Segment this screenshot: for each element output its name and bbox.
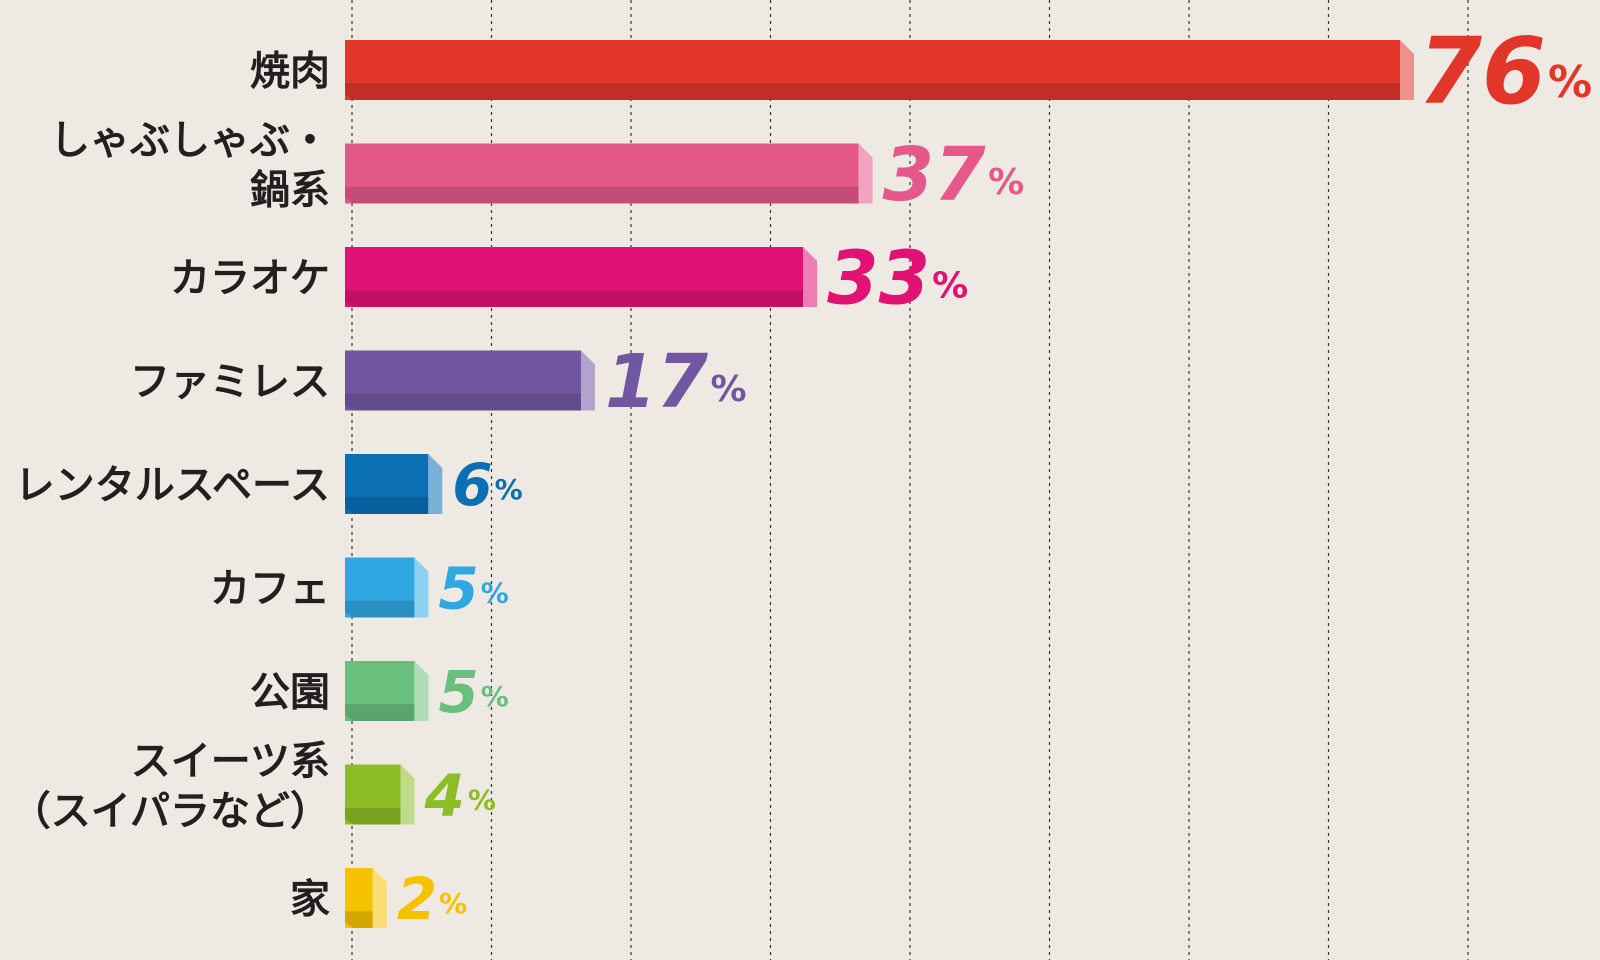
bar-bottom-shade xyxy=(345,911,373,928)
bar xyxy=(345,350,595,411)
bar xyxy=(345,143,873,204)
value-label: 33 xyxy=(827,236,930,322)
value-unit: % xyxy=(439,887,467,920)
value-label: 37 xyxy=(883,132,986,218)
bar-end-bevel xyxy=(803,247,818,307)
value-label: 2 xyxy=(397,865,437,933)
bar xyxy=(345,454,443,514)
bar-bottom-shade xyxy=(345,393,581,411)
value-unit: % xyxy=(495,473,523,506)
bar xyxy=(345,764,415,825)
bars xyxy=(345,40,1414,928)
value-unit: % xyxy=(1548,57,1592,108)
bar xyxy=(345,661,429,721)
value-labels: 76 %37 %33 %17 %6 %5 %5 %4 %2% xyxy=(397,18,1592,933)
value-unit: % xyxy=(710,369,746,410)
bar xyxy=(345,868,387,928)
bar-end-bevel xyxy=(428,454,443,514)
category-label: 家 xyxy=(290,876,330,922)
category-label: （スイパラなど） xyxy=(11,789,330,835)
category-label: カフェ xyxy=(210,566,330,612)
category-label: カラオケ xyxy=(170,255,330,301)
bar-end-bevel xyxy=(414,661,429,721)
category-label: スイーツ系 xyxy=(131,739,330,785)
bar-end-bevel xyxy=(414,557,429,618)
bar-bottom-shade xyxy=(345,497,429,514)
value-unit: % xyxy=(481,576,509,609)
bar-bottom-shade xyxy=(345,807,401,825)
bar-end-bevel xyxy=(372,868,387,928)
value-label: 17 xyxy=(605,339,708,425)
bar-end-bevel xyxy=(580,350,595,411)
value-label: 5 xyxy=(438,658,478,726)
value-unit: % xyxy=(468,783,496,816)
category-labels: 焼肉しゃぶしゃぶ・鍋系カラオケファミレスレンタルスペースカフェ公園スイーツ系（ス… xyxy=(11,48,330,922)
bar-bottom-shade xyxy=(345,290,804,307)
value-unit: % xyxy=(481,680,509,713)
value-unit: % xyxy=(988,162,1024,203)
category-label: 鍋系 xyxy=(250,168,330,214)
category-label: しゃぶしゃぶ・ xyxy=(50,118,330,164)
bar-bottom-shade xyxy=(345,600,415,618)
category-label: ファミレス xyxy=(130,359,330,405)
value-label: 76 xyxy=(1418,18,1546,125)
bar-end-bevel xyxy=(1400,40,1414,100)
bar-end-bevel xyxy=(858,143,873,204)
value-label: 4 xyxy=(424,761,465,829)
bar xyxy=(345,557,429,618)
category-label: レンタルスペース xyxy=(15,462,330,508)
category-label: 焼肉 xyxy=(250,48,330,94)
bar-bottom-shade xyxy=(345,704,415,721)
bar-bottom-shade xyxy=(345,83,1400,100)
value-label: 5 xyxy=(438,554,478,622)
value-label: 6 xyxy=(452,451,492,519)
bar xyxy=(345,40,1414,100)
bar-bottom-shade xyxy=(345,186,859,204)
bar-end-bevel xyxy=(400,764,415,825)
category-label: 公園 xyxy=(250,669,330,715)
value-unit: % xyxy=(932,266,968,307)
bar xyxy=(345,247,818,307)
